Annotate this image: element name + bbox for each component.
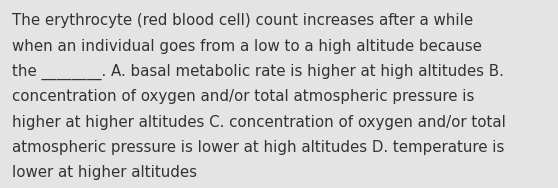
Text: The erythrocyte (red blood cell) count increases after a while: The erythrocyte (red blood cell) count i… [12,13,473,28]
Text: lower at higher altitudes: lower at higher altitudes [12,165,198,180]
Text: atmospheric pressure is lower at high altitudes D. temperature is: atmospheric pressure is lower at high al… [12,140,504,155]
Text: the ________. A. basal metabolic rate is higher at high altitudes B.: the ________. A. basal metabolic rate is… [12,64,504,80]
Text: concentration of oxygen and/or total atmospheric pressure is: concentration of oxygen and/or total atm… [12,89,475,104]
Text: when an individual goes from a low to a high altitude because: when an individual goes from a low to a … [12,39,482,54]
Text: higher at higher altitudes C. concentration of oxygen and/or total: higher at higher altitudes C. concentrat… [12,115,506,130]
